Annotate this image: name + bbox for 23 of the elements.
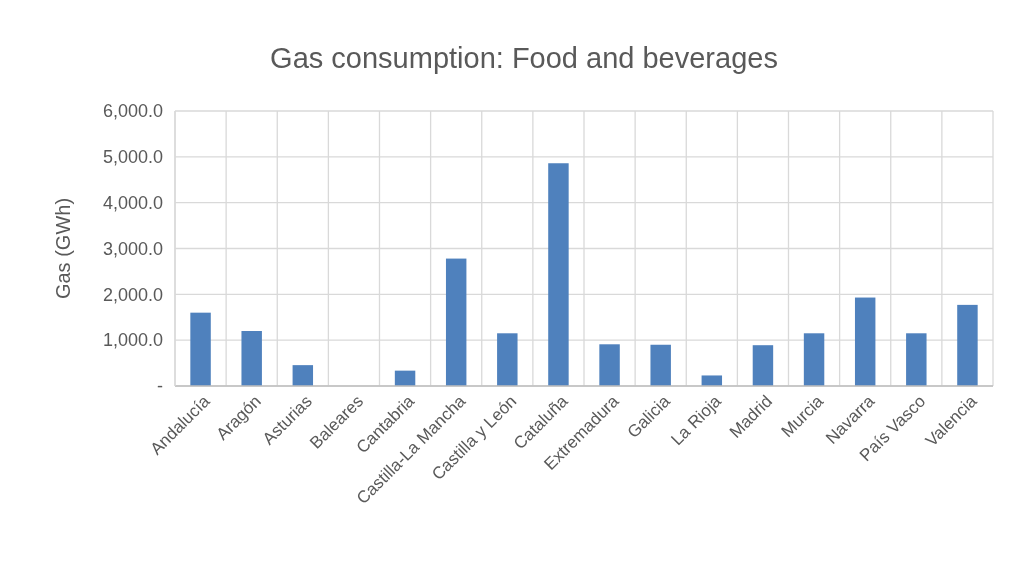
- bar: [957, 304, 978, 386]
- bar: [752, 345, 774, 386]
- y-axis-title: Gas (GWh): [52, 197, 74, 300]
- bar: [803, 333, 825, 386]
- bar: [292, 365, 314, 386]
- bar: [599, 344, 620, 386]
- bar: [241, 331, 262, 386]
- y-tick-label: 6,000.0: [102, 101, 163, 122]
- y-tick-label: 5,000.0: [102, 147, 163, 168]
- y-tick-label: 2,000.0: [102, 284, 163, 305]
- bar: [548, 163, 569, 386]
- bar: [906, 333, 927, 386]
- chart-title: Gas consumption: Food and beverages: [270, 42, 778, 74]
- bar: [497, 333, 518, 386]
- y-tick-label: 3,000.0: [102, 238, 163, 259]
- bar: [701, 375, 723, 386]
- bar: [854, 297, 876, 386]
- y-tick-label: -: [157, 376, 163, 397]
- bar: [445, 258, 467, 386]
- y-tick-label: 4,000.0: [102, 192, 163, 213]
- bar: [190, 312, 211, 386]
- y-tick-label: 1,000.0: [102, 330, 163, 351]
- bar: [650, 344, 671, 386]
